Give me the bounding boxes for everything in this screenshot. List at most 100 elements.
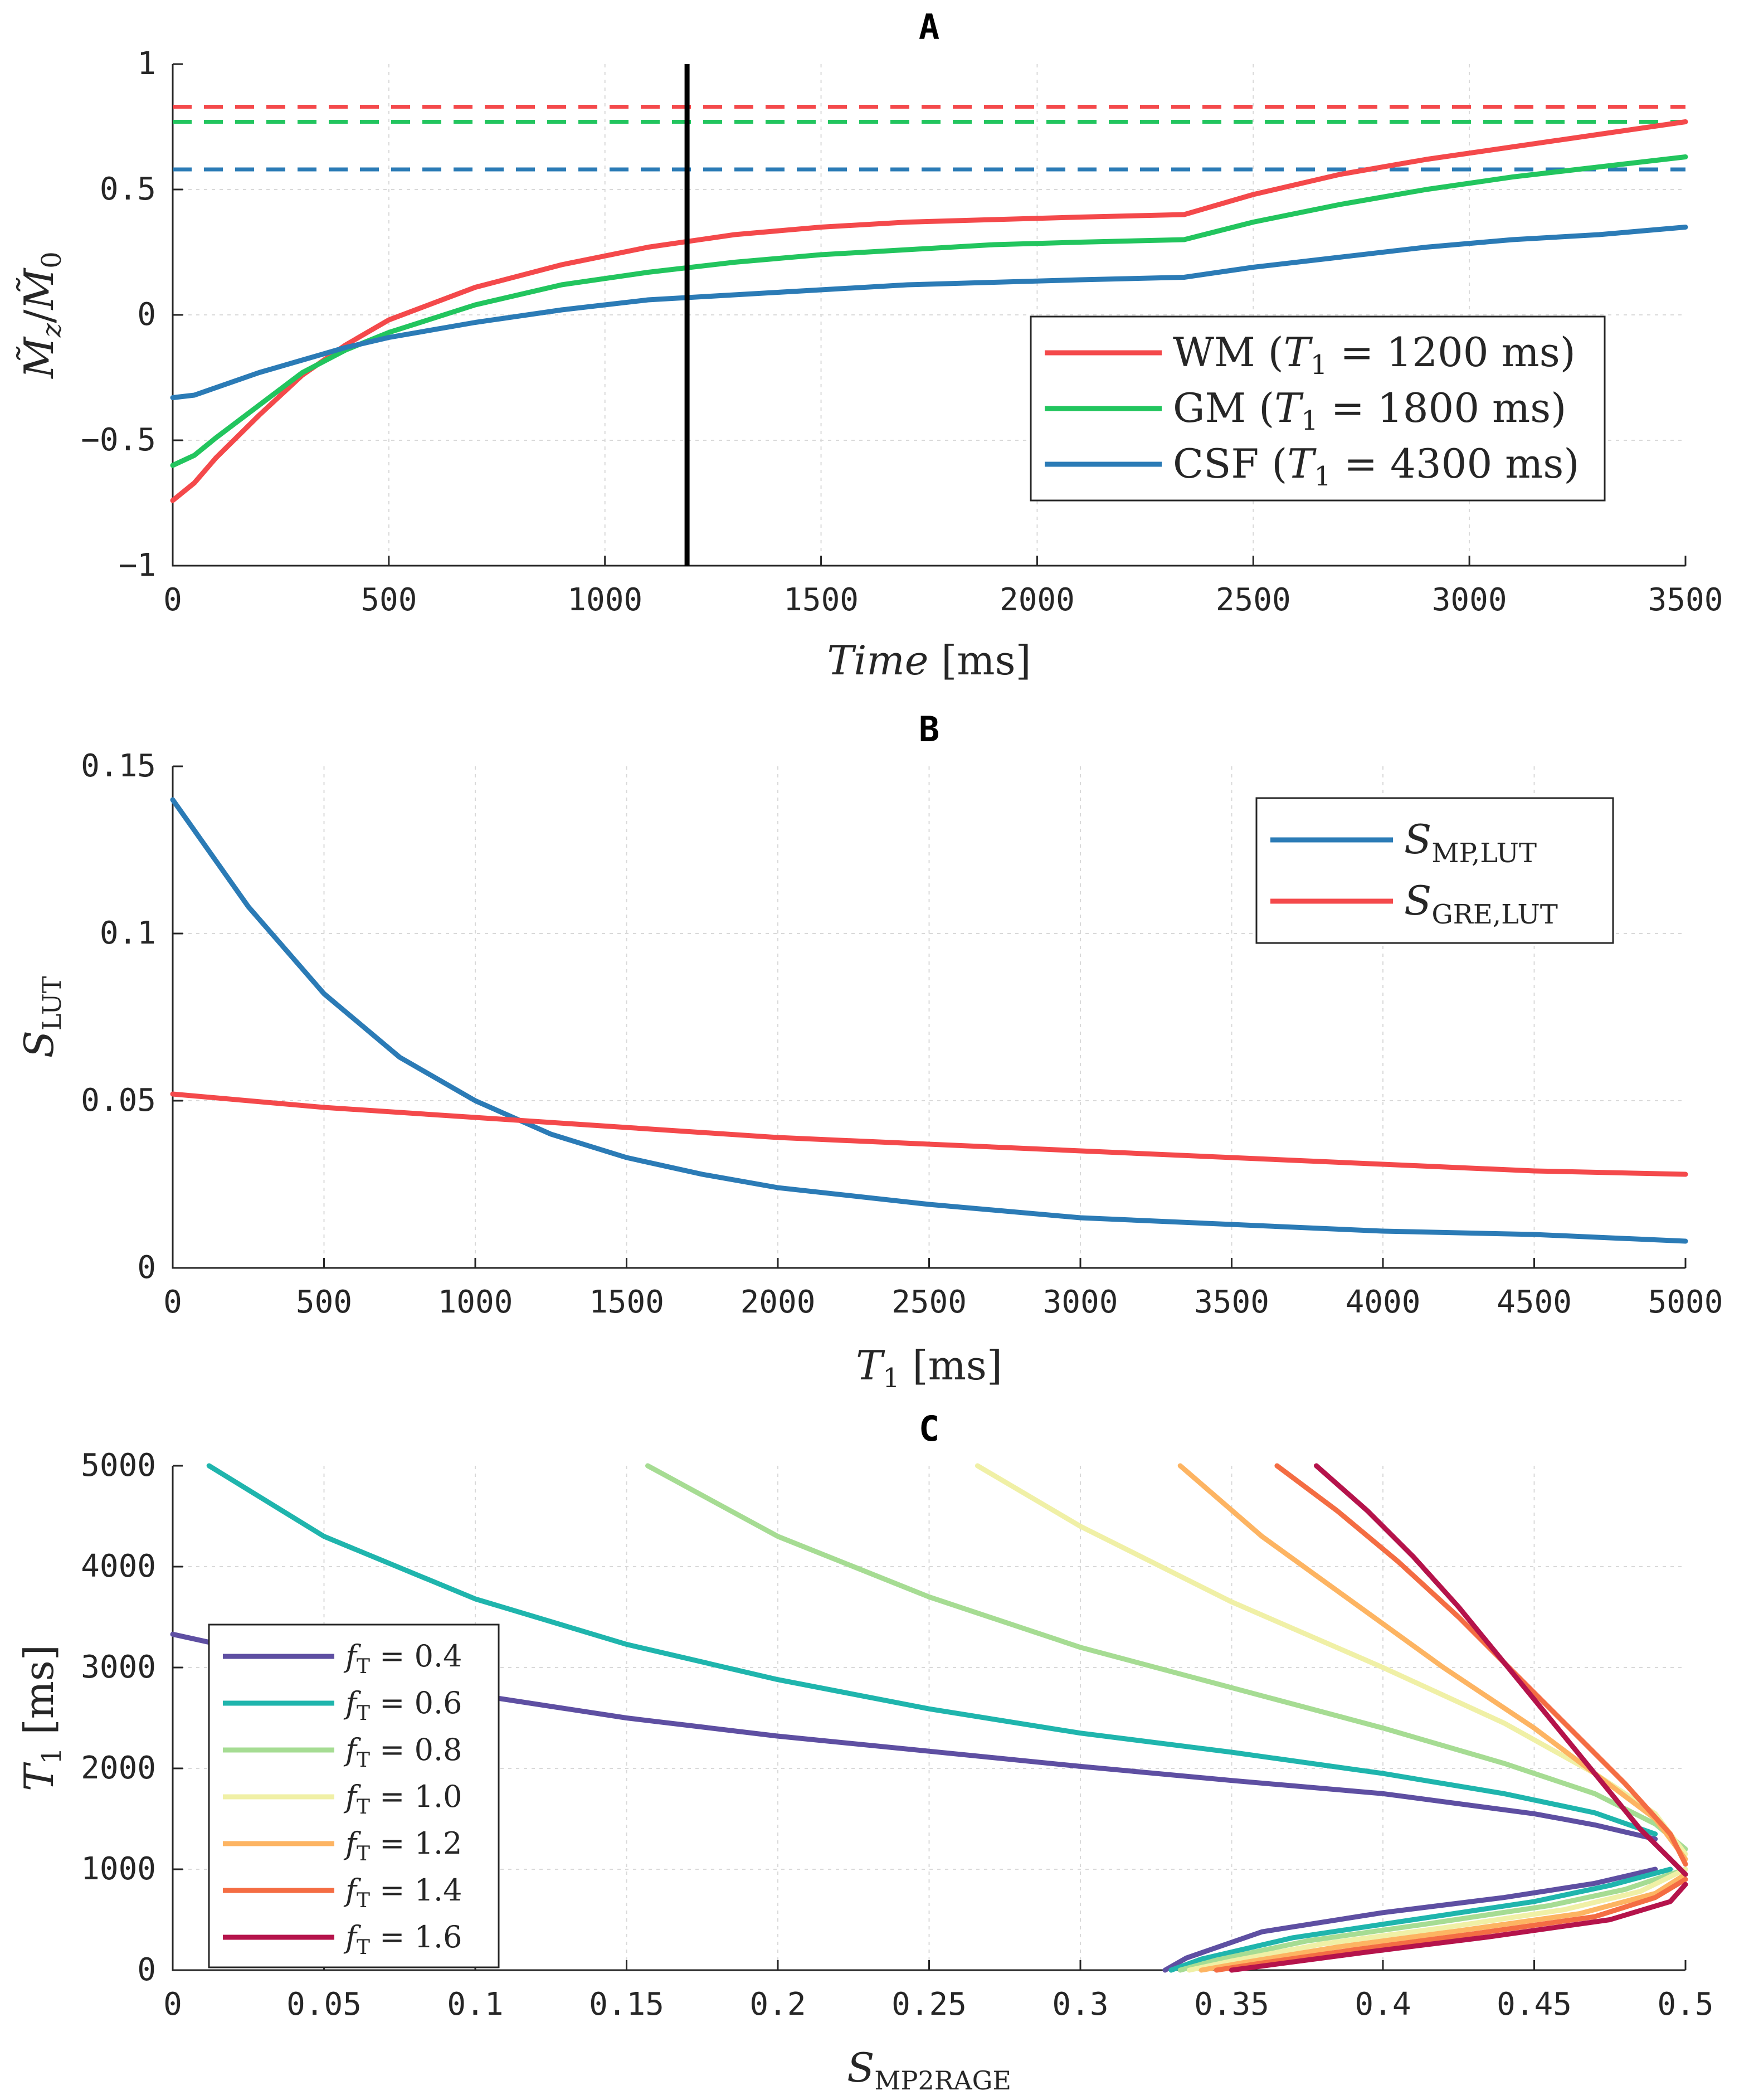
legend-entry: fT = 1.6 [343,1919,462,1959]
legend-text-part: = 1.6 [370,1919,462,1955]
legend-text-part: T [1287,440,1317,487]
legend-text-part: T [1284,329,1313,376]
y-axis-label: SLUT [16,976,67,1058]
y-tick-label: 0.05 [81,1082,156,1119]
legend-text-part: = 1800 ms) [1318,385,1567,431]
series-line-lower [1199,1871,1688,1973]
legend-text-part: GM ( [1173,385,1274,431]
label-part: 0 [36,251,67,269]
label-part: LUT [37,976,67,1030]
legend-text-part: = 4300 ms) [1331,440,1580,487]
legend-text-part: = 0.4 [370,1639,462,1674]
x-tick-label: 2000 [1000,582,1075,618]
legend-text-part: T [357,1702,370,1725]
x-tick-label: 0 [163,1986,182,2023]
y-tick-label: 0.5 [100,171,156,207]
legend-entry: fT = 0.8 [343,1732,462,1772]
x-tick-label: 2500 [1216,582,1291,618]
legend-entry: fT = 1.4 [343,1873,462,1912]
label-part: T [856,1342,885,1389]
x-tick-label: 0.25 [891,1986,967,2023]
x-tick-label: 0.5 [1657,1986,1713,2023]
series-line [170,154,1688,468]
legend-text-part: S [1404,816,1431,863]
legend-text-part: T [357,1796,370,1819]
x-axis-label: SMP2RAGE [847,2044,1011,2096]
legend-text-part: T [357,1749,370,1772]
series-line-lower [1177,1866,1688,1973]
label-part: / [16,309,62,323]
x-tick-label: 0.35 [1194,1986,1269,2023]
panel-c: 0 0.05 0.1 0.15 0.2 0.25 0.3 0.35 0.4 0.45 0.5 0 100… [16,1408,1714,2096]
y-tick-label: 1000 [81,1851,156,1887]
label-part: M̃ [16,336,62,380]
x-tick-label: 3000 [1043,1284,1118,1320]
legend-text-part: WM ( [1173,329,1284,376]
legend-text-part: = 1200 ms) [1327,329,1576,376]
y-tick-label: 0 [137,1952,156,1988]
x-tick-label: 5000 [1648,1284,1723,1320]
legend-entry: fT = 0.6 [343,1685,462,1725]
y-tick-label: 4000 [81,1548,156,1584]
x-axis-label: T1 [ms] [856,1342,1002,1394]
legend-text-part: T [357,1889,370,1912]
legend-text-part: = 1.0 [370,1779,462,1814]
panel-a: 0 500 1000 1500 2000 2500 3000 3500 −1 −0.5 0 0.5 1 A… [16,7,1723,684]
legend-text-part: T [357,1936,370,1959]
x-tick-label: 0.3 [1052,1986,1108,2023]
y-axis-label: T1 [ms] [16,1645,67,1791]
series-line-lower [1168,1866,1673,1973]
y-tick-label: 1 [137,46,156,82]
label-part: [ms] [900,1342,1002,1389]
legend-text-part: = 1.4 [370,1873,462,1908]
legend-entry: fT = 1.2 [343,1826,462,1865]
x-tick-label: 0.45 [1497,1986,1572,2023]
x-tick-label: 2500 [891,1284,967,1320]
x-tick-label: 0.1 [447,1986,503,2023]
label-part: S [16,1030,62,1058]
panel-b: 0 500 1000 1500 2000 2500 3000 3500 4000 4500 5000… [16,709,1723,1394]
label-part: 1 [883,1363,900,1394]
series-line-lower [1214,1877,1688,1973]
x-tick-label: 0.05 [286,1986,362,2023]
legend-text-part: S [1404,877,1431,924]
x-tick-label: 4000 [1346,1284,1421,1320]
series-line-upper [206,1463,1658,1837]
x-tick-label: 500 [360,582,417,618]
y-tick-label: 0 [137,296,156,333]
x-tick-label: 0.15 [589,1986,664,2023]
series-line-upper [975,1463,1688,1857]
legend-text-part: T [1274,385,1304,431]
legend-entry: CSF (T1 = 4300 ms) [1173,440,1579,492]
legend-text-part: T [357,1843,370,1865]
y-axis-label: M̃z/M̃0 [16,251,67,380]
panel-title: A [919,7,939,47]
x-tick-label: 0.4 [1355,1986,1411,2023]
label-part: z [36,323,67,338]
label-part: S [847,2044,874,2091]
legend-text-part: 1 [1310,349,1328,381]
x-tick-label: 0.2 [749,1986,806,2023]
legend-text-part: = 1.2 [370,1826,462,1861]
legend-text-part: = 0.8 [370,1732,462,1767]
x-tick-label: 3000 [1432,582,1507,618]
x-axis-label: Time [ms] [827,637,1031,684]
y-tick-label: −1 [119,547,156,584]
label-part: MP2RAGE [874,2065,1011,2096]
x-tick-label: 1000 [438,1284,513,1320]
label-part: 1 [36,1747,67,1764]
label-part: M̃ [16,267,62,310]
y-tick-label: 2000 [81,1750,156,1786]
series-line-upper [645,1463,1688,1852]
legend-entry: SMP,LUT [1404,816,1537,869]
label-part: T [16,1762,62,1791]
label-part: [ms] [928,637,1031,684]
y-tick-label: 0.15 [81,748,156,784]
x-tick-label: 1000 [567,582,642,618]
legend-entry: GM (T1 = 1800 ms) [1173,385,1566,436]
legend-box [1255,797,1614,944]
series-line-upper [1314,1463,1688,1877]
legend-text-part: GRE,LUT [1431,899,1558,930]
x-tick-label: 3500 [1648,582,1723,618]
x-tick-label: 3500 [1194,1284,1269,1320]
